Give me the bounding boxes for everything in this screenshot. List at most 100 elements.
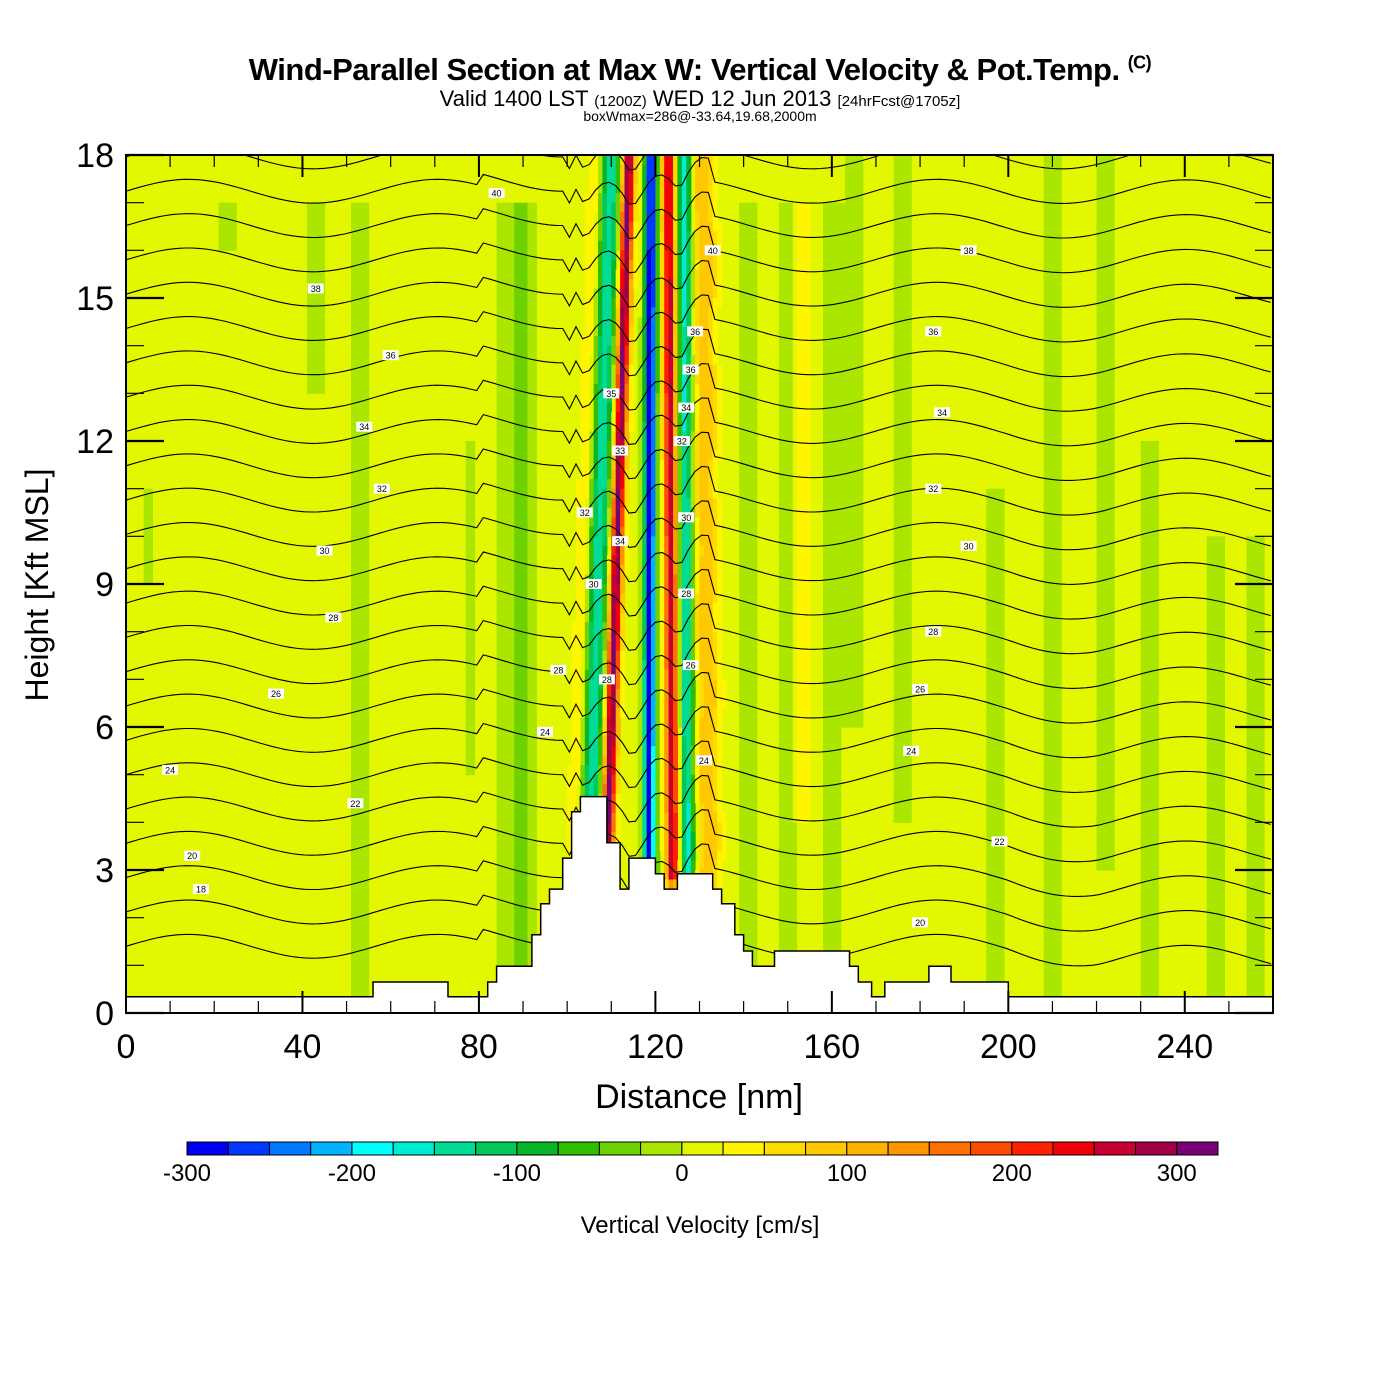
field-cell (717, 498, 723, 509)
field-cell (664, 631, 670, 642)
field-cell (351, 498, 370, 509)
field-cell (659, 345, 665, 356)
theta-contour-36 (126, 294, 1271, 343)
field-cell (712, 784, 718, 795)
field-cell (681, 746, 687, 757)
field-cell (496, 746, 515, 757)
field-cell (655, 793, 661, 804)
field-cell (646, 593, 652, 604)
field-cell (589, 765, 599, 776)
field-cell (1043, 250, 1062, 261)
field-cell (598, 431, 608, 442)
field-cell (823, 793, 842, 804)
theta-contour-23 (126, 740, 1271, 793)
field-cell (143, 574, 153, 585)
field-cell (823, 460, 864, 471)
field-cell (681, 803, 687, 814)
field-cell (351, 717, 370, 728)
field-cell (668, 822, 674, 833)
colorbar-tick-label: -100 (493, 1160, 541, 1187)
field-cell (615, 202, 621, 213)
field-cell (690, 603, 696, 614)
field-cell (651, 250, 656, 261)
field-cell (642, 364, 648, 375)
field-cell (823, 631, 864, 642)
field-cell (593, 364, 599, 375)
field-cell (668, 421, 674, 432)
field-cell (823, 240, 864, 251)
field-cell (659, 278, 665, 289)
field-cell (673, 879, 678, 890)
field-cell (527, 927, 537, 938)
field-cell (695, 631, 701, 642)
field-cell (1206, 784, 1225, 795)
field-cell (351, 278, 370, 289)
field-cell (611, 479, 617, 490)
field-cell (796, 431, 811, 442)
field-cell (651, 336, 656, 347)
field-cell (514, 765, 528, 776)
field-cell (659, 288, 665, 299)
field-cell (633, 269, 639, 280)
field-cell (615, 736, 621, 747)
field-cell (1206, 841, 1225, 852)
field-cell (637, 803, 643, 814)
field-cell (739, 927, 758, 938)
field-cell (620, 164, 626, 175)
field-cell (465, 688, 476, 699)
field-cell (602, 717, 608, 728)
contour-label: 32 (928, 484, 938, 494)
field-cell (620, 259, 626, 270)
field-cell (699, 707, 705, 718)
field-cell (602, 765, 608, 776)
field-cell (686, 240, 692, 251)
field-cell (615, 412, 621, 423)
field-cell (514, 669, 528, 680)
field-cell (1096, 850, 1115, 861)
field-cell (651, 307, 656, 318)
field-cell (717, 793, 723, 804)
field-cell (739, 202, 758, 213)
field-cell (681, 355, 687, 366)
field-cell (593, 774, 599, 785)
field-cell (712, 231, 718, 242)
field-cell (514, 784, 528, 795)
field-cell (695, 193, 709, 204)
field-cell (673, 460, 678, 471)
field-cell (637, 393, 643, 404)
field-cell (717, 374, 723, 385)
field-cell (351, 593, 370, 604)
field-cell (796, 488, 811, 499)
field-cell (1096, 174, 1115, 185)
field-cell (655, 383, 661, 394)
field-cell (527, 803, 537, 814)
field-cell (664, 526, 670, 537)
field-cell (655, 212, 661, 223)
field-cell (796, 698, 811, 709)
field-cell (796, 374, 811, 385)
field-cell (628, 250, 634, 261)
field-cell (655, 507, 661, 518)
colorbar-swatch (351, 1141, 394, 1156)
field-cell (796, 584, 811, 595)
field-cell (681, 326, 687, 337)
field-cell (646, 326, 652, 337)
field-cell (1043, 498, 1062, 509)
field-cell (739, 784, 758, 795)
field-cell (514, 936, 528, 947)
field-cell (1140, 946, 1159, 957)
field-cell (1096, 488, 1115, 499)
field-cell (611, 793, 617, 804)
field-cell (677, 345, 683, 356)
field-cell (615, 774, 621, 785)
field-cell (593, 784, 599, 795)
field-cell (690, 259, 696, 270)
field-cell (624, 412, 630, 423)
field-cell (655, 860, 661, 871)
field-cell (686, 774, 692, 785)
contour-label: 22 (994, 837, 1004, 847)
field-cell (699, 603, 714, 614)
field-cell (778, 727, 793, 738)
field-cell (690, 631, 696, 642)
field-cell (673, 755, 678, 766)
